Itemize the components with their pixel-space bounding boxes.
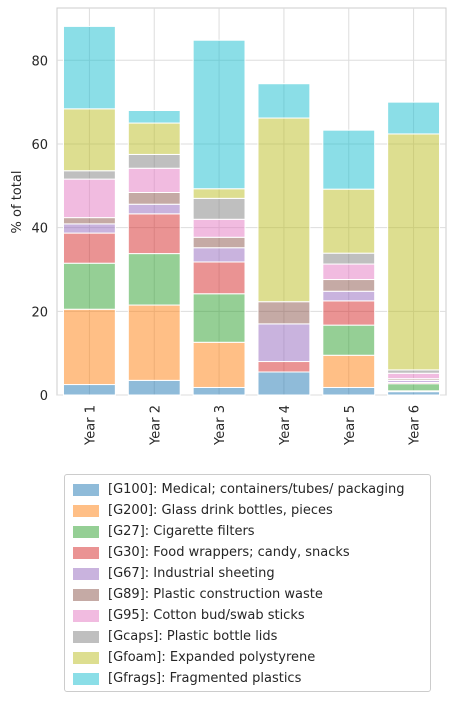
legend-swatch: [73, 504, 99, 517]
bar-segment: [322, 263, 376, 281]
legend-swatch: [73, 630, 99, 643]
bar-segment: [62, 223, 116, 234]
bar-segment: [387, 133, 441, 371]
legend-item: [G100]: Medical; containers/tubes/ packa…: [73, 479, 430, 500]
bar-segment: [192, 188, 246, 199]
legend-swatch: [73, 567, 99, 580]
x-tick-label: Year 4: [278, 405, 293, 446]
bar-segment: [322, 279, 376, 292]
bar-segment: [257, 301, 311, 325]
bar-segment: [387, 369, 441, 374]
legend-item: [G30]: Food wrappers; candy, snacks: [73, 542, 430, 563]
y-tick-label: 0: [40, 389, 48, 404]
bar-segment: [192, 197, 246, 220]
bar-segment: [192, 261, 246, 295]
legend-swatch: [73, 525, 99, 538]
legend-label: [Gcaps]: Plastic bottle lids: [108, 629, 278, 644]
bar-segment: [62, 384, 116, 396]
bar-segment: [62, 308, 116, 386]
legend-label: [Gfrags]: Fragmented plastics: [108, 671, 302, 686]
bar-segment: [257, 117, 311, 303]
legend-swatch: [73, 609, 99, 622]
legend-swatch: [73, 588, 99, 601]
bar-segment: [127, 153, 181, 169]
legend-item: [G89]: Plastic construction waste: [73, 584, 430, 605]
bar-segment: [62, 170, 116, 180]
bar-segment: [257, 323, 311, 363]
bar-segment: [127, 379, 181, 396]
bar-segment: [127, 253, 181, 306]
bar-segment: [192, 218, 246, 238]
y-tick-label: 40: [31, 222, 48, 237]
bar-segment: [127, 304, 181, 381]
x-tick-label: Year 1: [83, 405, 98, 446]
bar-segment: [127, 167, 181, 194]
bar-segment: [62, 232, 116, 264]
bar-segment: [257, 361, 311, 373]
legend-label: [G30]: Food wrappers; candy, snacks: [108, 545, 350, 560]
legend-swatch: [73, 672, 99, 685]
bar-segment: [127, 203, 181, 215]
bar-segment: [62, 217, 116, 225]
legend-item: [Gfrags]: Fragmented plastics: [73, 668, 430, 689]
y-axis-label: % of total: [10, 171, 25, 234]
legend-item: [G200]: Glass drink bottles, pieces: [73, 500, 430, 521]
legend-swatch: [73, 651, 99, 664]
bar-segment: [192, 293, 246, 343]
bar-segment: [387, 372, 441, 380]
legend-label: [G67]: Industrial sheeting: [108, 566, 275, 581]
bar-segment: [322, 129, 376, 190]
bar-segment: [322, 290, 376, 302]
x-tick-label: Year 3: [213, 405, 228, 446]
bar-segment: [322, 252, 376, 265]
legend-label: [G100]: Medical; containers/tubes/ packa…: [108, 482, 405, 497]
y-tick-label: 20: [31, 305, 48, 320]
bar-segment: [322, 386, 376, 396]
bar-segment: [387, 391, 441, 396]
legend-label: [G89]: Plastic construction waste: [108, 587, 323, 602]
bar-segment: [62, 178, 116, 219]
legend-item: [G67]: Industrial sheeting: [73, 563, 430, 584]
bar-segment: [127, 192, 181, 205]
y-tick-label: 80: [31, 54, 48, 69]
bar-segment: [127, 110, 181, 124]
bar-segment: [127, 122, 181, 155]
legend-item: [Gfoam]: Expanded polystyrene: [73, 647, 430, 668]
bar-segment: [257, 83, 311, 119]
legend-swatch: [73, 546, 99, 559]
x-tick-label: Year 6: [408, 405, 423, 446]
legend-item: [Gcaps]: Plastic bottle lids: [73, 626, 430, 647]
bar-segment: [192, 236, 246, 249]
bar-segment: [322, 354, 376, 388]
legend-label: [G95]: Cotton bud/swab sticks: [108, 608, 305, 623]
legend-label: [G200]: Glass drink bottles, pieces: [108, 503, 333, 518]
x-tick-label: Year 5: [343, 405, 358, 446]
bar-segment: [192, 341, 246, 388]
bar-segment: [322, 300, 376, 326]
legend-label: [Gfoam]: Expanded polystyrene: [108, 650, 316, 665]
bar-segment: [62, 262, 116, 310]
bar-segment: [192, 39, 246, 190]
y-tick-label: 60: [31, 138, 48, 153]
bar-segment: [192, 247, 246, 263]
bar-segment: [257, 371, 311, 396]
legend-item: [G27]: Cigarette filters: [73, 521, 430, 542]
bar-segment: [387, 101, 441, 135]
plot-area: [56, 7, 447, 396]
bar-segment: [387, 383, 441, 392]
bars: [62, 25, 441, 396]
legend: [G100]: Medical; containers/tubes/ packa…: [64, 474, 431, 692]
bar-segment: [322, 324, 376, 356]
bar-segment: [192, 386, 246, 396]
legend-item: [G95]: Cotton bud/swab sticks: [73, 605, 430, 626]
legend-label: [G27]: Cigarette filters: [108, 524, 255, 539]
legend-swatch: [73, 483, 99, 496]
bar-segment: [62, 25, 116, 110]
bar-segment: [127, 213, 181, 255]
x-tick-label: Year 2: [148, 405, 163, 446]
bar-segment: [62, 108, 116, 172]
tick-labels: 0 20 40 60 80 Year 1 Year 2 Year 3 Year 4 Year 5 Y…: [31, 54, 422, 446]
bar-segment: [322, 188, 376, 254]
